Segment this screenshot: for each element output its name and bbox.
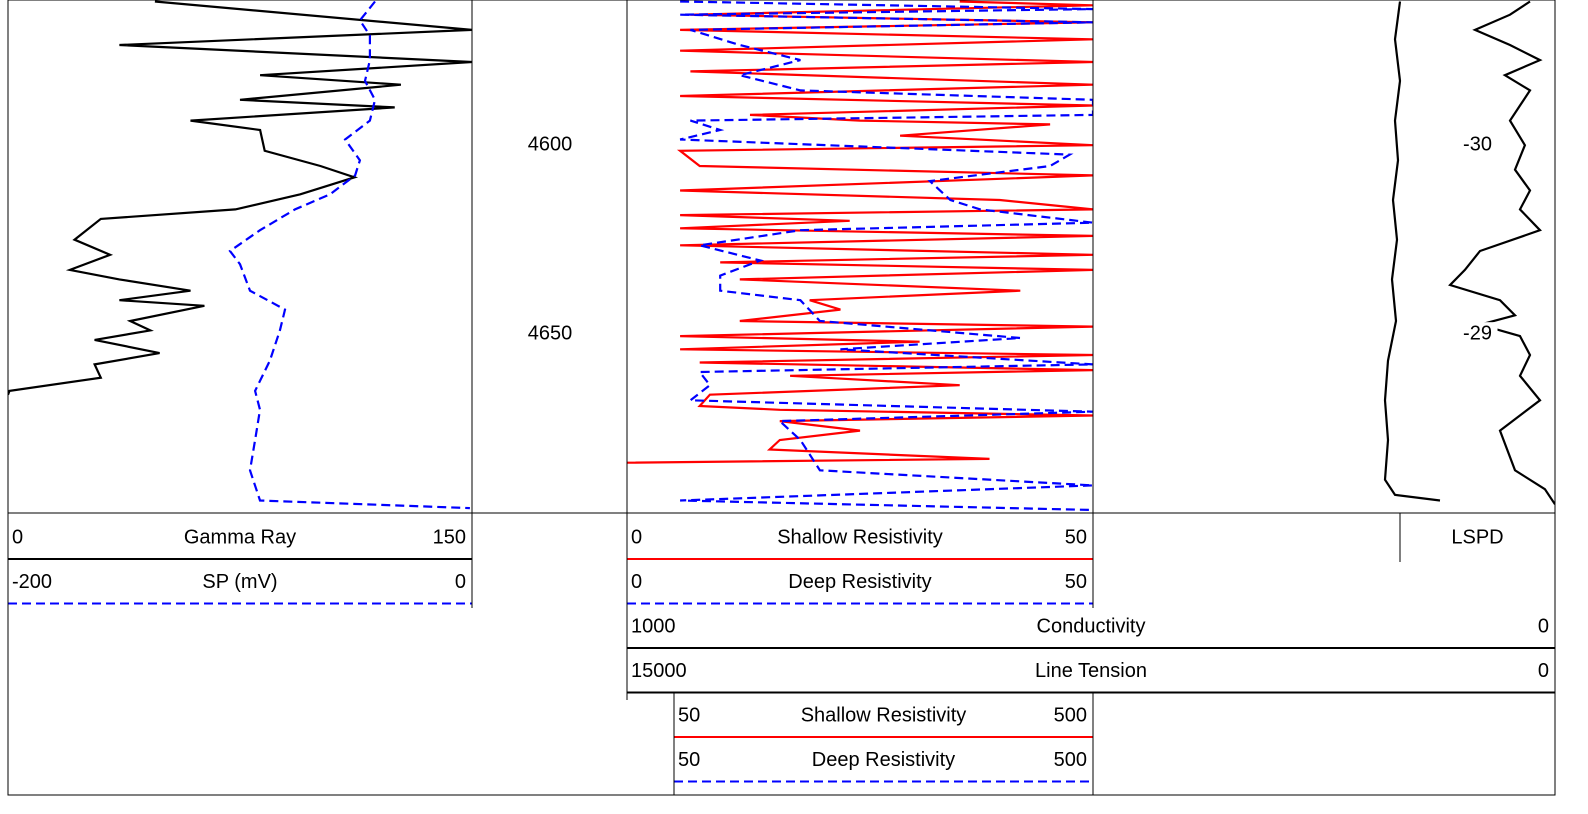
scale-right: 50: [1065, 526, 1087, 548]
track-tick-label: -30: [1463, 133, 1492, 155]
curve-name: Gamma Ray: [184, 526, 296, 548]
curve-name: Shallow Resistivity: [777, 526, 943, 548]
labels: 4600 4650 Gamma Ray 0 150 SP (mV) -200 0 Shallow…: [8, 133, 1555, 783]
border: [7, 0, 1556, 796]
scale-right: 0: [1538, 660, 1549, 682]
curve-name: SP (mV): [202, 571, 277, 593]
frame: [7, 0, 1556, 796]
scale-left: 50: [678, 749, 700, 771]
depth-label: 4600: [528, 133, 573, 155]
curve: [1448, 0, 1555, 505]
scale-left: 0: [12, 526, 23, 548]
scale-left: 0: [631, 571, 642, 593]
depth-label: 4650: [528, 322, 573, 344]
curve-name: Conductivity: [1037, 615, 1146, 637]
curve-name: Line Tension: [1035, 660, 1147, 682]
scale-right: 50: [1065, 571, 1087, 593]
curve: [679, 0, 1093, 512]
track-tick-label: -29: [1463, 322, 1492, 344]
curve: [8, 0, 472, 396]
tick-label-bg: [1457, 322, 1498, 347]
curve: [1383, 1, 1441, 502]
curve-name: LSPD: [1451, 526, 1503, 548]
scale-right: 500: [1054, 704, 1087, 726]
scale-right: 500: [1054, 749, 1087, 771]
scale-left: 1000: [631, 615, 676, 637]
scale-left: 0: [631, 526, 642, 548]
curve-name: Shallow Resistivity: [801, 704, 967, 726]
curve: [627, 0, 1093, 464]
curve: [228, 0, 470, 510]
curve-name: Deep Resistivity: [812, 749, 955, 771]
tick-label-bg: [1457, 133, 1498, 158]
scale-right: 0: [455, 571, 466, 593]
curve-name: Deep Resistivity: [788, 571, 931, 593]
scale-right: 150: [433, 526, 466, 548]
scale-left: 15000: [631, 660, 687, 682]
curves: [8, 0, 1555, 512]
scale-right: 0: [1538, 615, 1549, 637]
scale-left: -200: [12, 571, 52, 593]
scale-left: 50: [678, 704, 700, 726]
